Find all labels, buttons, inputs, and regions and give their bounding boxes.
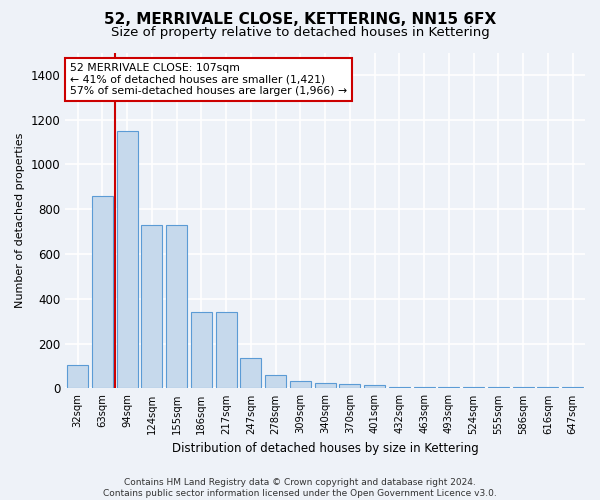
Bar [215,312,236,388]
Bar [413,386,434,388]
Bar [265,375,286,388]
Bar [562,386,583,388]
Bar [191,312,212,388]
Text: Size of property relative to detached houses in Kettering: Size of property relative to detached ho… [110,26,490,39]
Bar [364,385,385,388]
Bar [340,384,361,388]
Bar [538,386,559,388]
Bar [439,386,460,388]
Text: Contains HM Land Registry data © Crown copyright and database right 2024.
Contai: Contains HM Land Registry data © Crown c… [103,478,497,498]
Bar [166,225,187,388]
Bar [241,358,262,388]
Bar [116,131,137,388]
Bar [463,386,484,388]
Bar [67,365,88,388]
Bar [512,386,533,388]
X-axis label: Distribution of detached houses by size in Kettering: Distribution of detached houses by size … [172,442,478,455]
Bar [389,386,410,388]
Text: 52, MERRIVALE CLOSE, KETTERING, NN15 6FX: 52, MERRIVALE CLOSE, KETTERING, NN15 6FX [104,12,496,28]
Bar [314,383,335,388]
Bar [488,386,509,388]
Text: 52 MERRIVALE CLOSE: 107sqm
← 41% of detached houses are smaller (1,421)
57% of s: 52 MERRIVALE CLOSE: 107sqm ← 41% of deta… [70,62,347,96]
Bar [141,225,163,388]
Bar [290,380,311,388]
Bar [92,196,113,388]
Y-axis label: Number of detached properties: Number of detached properties [15,133,25,308]
